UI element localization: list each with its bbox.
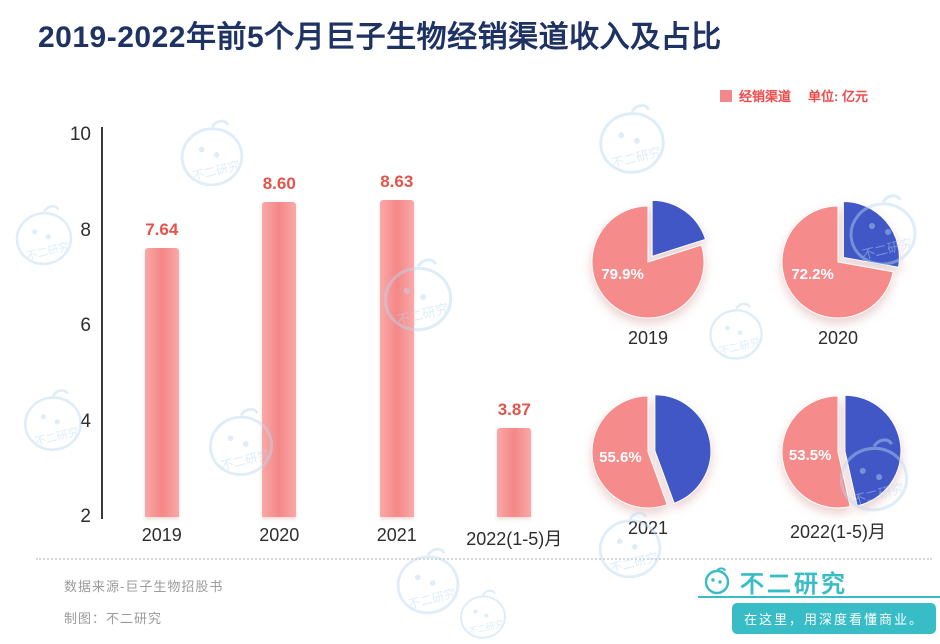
pie-main-slice bbox=[591, 395, 668, 509]
y-axis-label: 6 bbox=[80, 315, 91, 336]
pie-other-slice bbox=[654, 394, 712, 504]
bar-value-label: 3.87 bbox=[497, 399, 531, 419]
chart-legend: 经销渠道 单位: 亿元 bbox=[720, 86, 868, 105]
y-axis-label: 8 bbox=[80, 219, 91, 241]
watermark-icon: 不二研究 bbox=[396, 547, 460, 615]
bar bbox=[497, 427, 532, 517]
pie-chart: 53.5% 2022(1-5)月 bbox=[758, 386, 918, 544]
pie-year-label: 2022(1-5)月 bbox=[789, 522, 887, 542]
brand-underline bbox=[698, 596, 940, 598]
legend-series-label: 经销渠道 bbox=[739, 89, 792, 104]
bar bbox=[144, 247, 179, 517]
pie-percent-label: 72.2% bbox=[791, 266, 834, 283]
watermark-icon: 不二研究 bbox=[459, 589, 507, 639]
pie-percent-label: 79.9% bbox=[601, 266, 644, 283]
pie-percent-label: 55.6% bbox=[599, 449, 642, 466]
pie-chart: 55.6% 2021 bbox=[568, 386, 728, 539]
watermark-icon: 不二研究 bbox=[599, 104, 665, 174]
x-axis-label: 2021 bbox=[376, 525, 417, 545]
pie-year-label: 2021 bbox=[627, 518, 669, 538]
bar-value-label: 8.63 bbox=[380, 172, 414, 192]
page-title: 2019-2022年前5个月巨子生物经销渠道收入及占比 bbox=[38, 21, 722, 54]
bar bbox=[262, 201, 297, 517]
brand-name: 不二研究 bbox=[740, 571, 848, 598]
pie-main-slice bbox=[781, 395, 851, 509]
y-axis-label: 10 bbox=[69, 124, 91, 145]
dotted-divider bbox=[36, 558, 932, 560]
pie-main-slice bbox=[781, 205, 894, 319]
svg-text:不二研究: 不二研究 bbox=[609, 549, 660, 575]
brand-logo-icon bbox=[704, 567, 730, 595]
svg-text:不二研究: 不二研究 bbox=[610, 144, 663, 171]
svg-text:不二研究: 不二研究 bbox=[467, 617, 504, 636]
svg-text:不二研究: 不二研究 bbox=[407, 585, 458, 611]
pie-other-slice bbox=[651, 199, 707, 258]
bar bbox=[379, 200, 414, 517]
x-axis-label: 2019 bbox=[141, 525, 182, 545]
pie-chart: 72.2% 2020 bbox=[758, 196, 918, 349]
pie-svg: 72.2% bbox=[781, 200, 900, 319]
pie-svg: 53.5% bbox=[781, 394, 902, 509]
y-axis-label: 2 bbox=[80, 506, 91, 527]
x-axis-label: 2020 bbox=[259, 525, 300, 545]
chart-credit-note: 制图：不二研究 bbox=[64, 611, 163, 626]
pie-year-label: 2020 bbox=[817, 328, 859, 348]
pie-svg: 55.6% bbox=[591, 394, 712, 509]
svg-text:不二研究: 不二研究 bbox=[25, 239, 71, 263]
bar-value-label: 8.60 bbox=[262, 173, 296, 193]
legend-swatch bbox=[720, 89, 733, 102]
pie-svg: 79.9% bbox=[591, 199, 707, 319]
y-axis-line bbox=[101, 127, 103, 519]
x-axis-label: 2022(1-5)月 bbox=[466, 529, 563, 549]
pie-year-label: 2019 bbox=[627, 328, 669, 348]
legend-unit-label: 单位: 亿元 bbox=[808, 89, 868, 104]
pie-other-slice bbox=[844, 394, 902, 507]
data-source-note: 数据来源-巨子生物招股书 bbox=[64, 579, 224, 594]
brand-slogan-badge: 在这里，用深度看懂商业。 bbox=[731, 603, 936, 634]
pie-chart: 79.9% 2019 bbox=[568, 196, 728, 349]
bar-chart: 2 4 6 8 10 7.64 2019 8.60 2020 8.63 2021 3.87 2022(1… bbox=[70, 124, 573, 549]
pie-main-slice bbox=[591, 205, 705, 319]
pie-percent-label: 53.5% bbox=[789, 447, 832, 464]
y-axis-label: 4 bbox=[80, 410, 91, 432]
pie-other-slice bbox=[842, 200, 900, 268]
bar-value-label: 7.64 bbox=[145, 219, 179, 239]
